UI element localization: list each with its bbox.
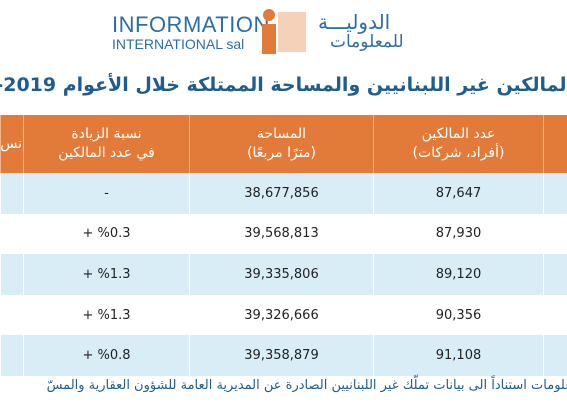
header-cell: نس (0, 115, 24, 173)
header-text: نس (0, 135, 22, 152)
cell: 91,108 (373, 335, 544, 376)
cell-text: %0.8 + (82, 348, 131, 364)
cell: %1.3 + (23, 254, 190, 295)
cell-text: 87,647 (435, 185, 482, 201)
cell-text: 39,326,666 (244, 307, 319, 323)
table-row: 87,647 38,677,856 - (0, 173, 567, 214)
cell-text: 39,568,813 (244, 226, 319, 242)
header-cell: نسبة الزيادة في عدد المالكين (23, 115, 190, 173)
header-text: المساحة (256, 126, 307, 143)
cell: 87,647 (373, 173, 544, 214)
cell: 90,356 (373, 294, 544, 336)
logo-text: للمعلومات (330, 32, 404, 52)
cell (543, 254, 567, 295)
table-row: 91,108 39,358,879 %0.8 + (0, 335, 567, 376)
cell: %0.8 + (23, 335, 190, 376)
table-row: 87,930 39,568,813 %0.3 + (0, 213, 567, 255)
header-text: عدد المالكين (421, 126, 496, 143)
cell: 87,930 (373, 213, 544, 255)
cell (543, 173, 567, 214)
cell (543, 294, 567, 336)
cell-text: 39,335,806 (244, 266, 319, 282)
cell: 39,326,666 (189, 294, 374, 336)
logo-text: INFORMATION (112, 12, 270, 37)
cell: %0.3 + (23, 213, 190, 255)
table-row: 90,356 39,326,666 %1.3 + (0, 294, 567, 336)
cell (0, 254, 24, 295)
cell: 39,568,813 (189, 213, 374, 255)
cell (543, 335, 567, 376)
cell (0, 335, 24, 376)
cell: - (23, 173, 190, 214)
cell (543, 213, 567, 255)
logo-text: INTERNATIONAL sal (112, 36, 245, 52)
footer: علومات استناداً الى بيانات تملّك غير الل… (46, 378, 567, 393)
header-text: (أفراد، شركات) (412, 145, 505, 161)
cell-text: %0.3 + (82, 226, 131, 242)
title: المالكين غير اللبنانيين والمساحة الممتلك… (0, 74, 567, 96)
header-text: نسبة الزيادة (71, 126, 142, 143)
header-text: في عدد المالكين (58, 145, 155, 161)
cell: 89,120 (373, 254, 544, 295)
cell (0, 213, 24, 255)
logo-text: الدوليـــة (318, 10, 391, 34)
header-text: (مترًا مربعًا) (247, 145, 316, 161)
logo-icon (262, 9, 306, 54)
cell: 39,335,806 (189, 254, 374, 295)
header-cell: عدد المالكين (أفراد، شركات) (373, 115, 544, 173)
cell-text: 91,108 (435, 348, 482, 364)
cell: 38,677,856 (189, 173, 374, 214)
table: عدد المالكين (أفراد، شركات) المساحة (مترًا… (0, 115, 567, 376)
header-cell: المساحة (مترًا مربعًا) (189, 115, 374, 173)
cell-text: %1.3 + (82, 307, 131, 323)
cell-text: 38,677,856 (244, 185, 319, 201)
cell-text: - (104, 185, 109, 201)
table-row: 89,120 39,335,806 %1.3 + (0, 254, 567, 295)
cell-text: 39,358,879 (244, 348, 319, 364)
cell-text: 87,930 (435, 226, 482, 242)
cell (0, 294, 24, 336)
cell-text: 89,120 (435, 266, 482, 282)
cell-text: %1.3 + (82, 266, 131, 282)
cell-text: 90,356 (435, 307, 482, 323)
header-cell (543, 115, 567, 173)
cell: %1.3 + (23, 294, 190, 336)
cell: 39,358,879 (189, 335, 374, 376)
cell (0, 173, 24, 214)
